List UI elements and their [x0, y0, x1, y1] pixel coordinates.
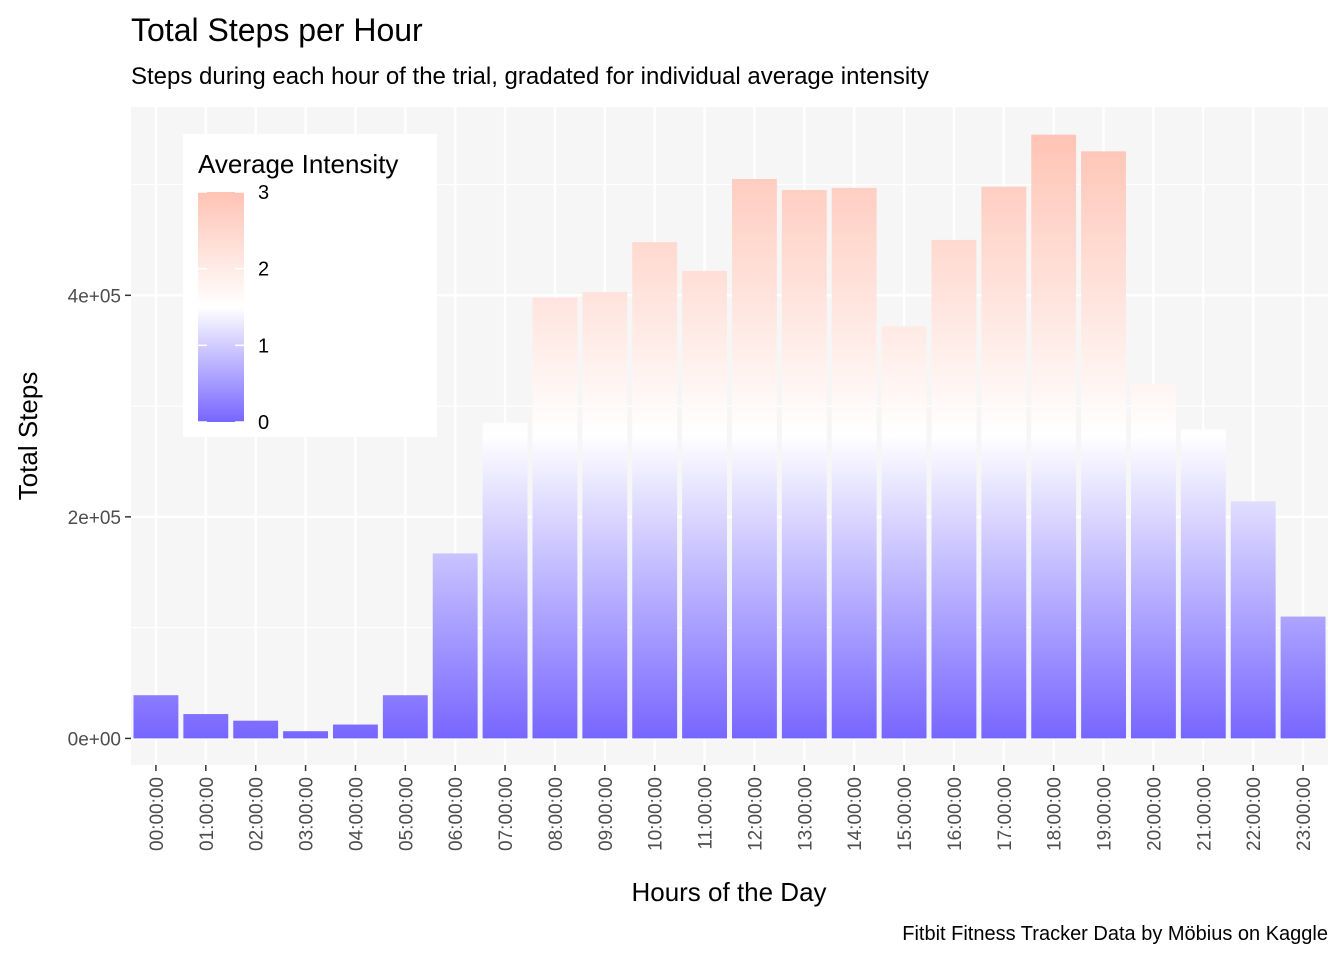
bar-06:00:00 — [432, 553, 478, 739]
bar-18:00:00 — [1031, 134, 1077, 739]
x-tick-label: 17:00:00 — [995, 777, 1016, 851]
x-tick-label: 18:00:00 — [1045, 777, 1066, 851]
legend-tick-label: 2 — [258, 259, 269, 281]
x-axis: 00:00:00 01:00:00 02:00:00 03:00:00 04:00:00… — [147, 765, 1315, 851]
x-tick-label: 15:00:00 — [895, 777, 916, 851]
x-tick-label: 03:00:00 — [297, 777, 318, 851]
legend: Average Intensity 0 1 2 3 — [183, 134, 437, 437]
x-tick-label: 21:00:00 — [1194, 777, 1215, 851]
bars — [133, 134, 1326, 739]
x-tick-label: 02:00:00 — [247, 777, 268, 851]
bar-08:00:00 — [532, 297, 578, 739]
bar-02:00:00 — [233, 720, 279, 739]
bar-22:00:00 — [1230, 501, 1276, 739]
bar-07:00:00 — [482, 422, 528, 739]
bar-21:00:00 — [1180, 429, 1226, 739]
bar-16:00:00 — [931, 239, 977, 739]
x-tick-label: 11:00:00 — [696, 777, 717, 850]
y-axis: 0e+00 2e+05 4e+05 — [68, 286, 131, 750]
y-tick-label: 0e+00 — [68, 729, 121, 750]
x-tick-label: 05:00:00 — [396, 777, 417, 851]
x-tick-label: 04:00:00 — [346, 777, 367, 851]
bar-05:00:00 — [382, 695, 428, 739]
bar-00:00:00 — [133, 695, 179, 739]
legend-tick-label: 3 — [258, 182, 269, 204]
x-tick-label: 01:00:00 — [197, 777, 218, 851]
x-tick-label: 12:00:00 — [745, 777, 766, 851]
bar-19:00:00 — [1081, 151, 1127, 739]
bar-01:00:00 — [183, 714, 229, 739]
x-tick-label: 10:00:00 — [646, 777, 667, 851]
y-axis-title: Total Steps — [13, 372, 43, 501]
x-axis-title: Hours of the Day — [631, 877, 826, 907]
bar-12:00:00 — [731, 179, 777, 739]
x-tick-label: 09:00:00 — [596, 777, 617, 851]
bar-09:00:00 — [582, 291, 628, 739]
x-tick-label: 13:00:00 — [795, 777, 816, 851]
bar-15:00:00 — [881, 326, 927, 739]
x-tick-label: 20:00:00 — [1144, 777, 1165, 851]
x-tick-label: 06:00:00 — [446, 777, 467, 851]
bar-13:00:00 — [781, 190, 827, 739]
x-tick-label: 14:00:00 — [845, 777, 866, 851]
x-tick-label: 16:00:00 — [945, 777, 966, 851]
legend-title: Average Intensity — [198, 149, 398, 179]
y-tick-label: 4e+05 — [68, 286, 121, 307]
x-tick-label: 19:00:00 — [1095, 777, 1116, 851]
bar-17:00:00 — [981, 186, 1027, 739]
x-tick-label: 23:00:00 — [1294, 777, 1315, 851]
chart-title: Total Steps per Hour — [131, 12, 423, 48]
bar-14:00:00 — [831, 187, 877, 739]
bar-23:00:00 — [1280, 616, 1326, 739]
bar-03:00:00 — [283, 731, 329, 739]
x-tick-label: 07:00:00 — [496, 777, 517, 851]
bar-10:00:00 — [632, 242, 678, 739]
legend-ticks: 0 1 2 3 — [198, 182, 269, 434]
bar-04:00:00 — [332, 724, 378, 739]
bar-20:00:00 — [1130, 383, 1176, 739]
legend-tick-label: 1 — [258, 335, 269, 357]
x-tick-label: 22:00:00 — [1244, 777, 1265, 851]
chart-subtitle: Steps during each hour of the trial, gra… — [131, 63, 929, 90]
x-tick-label: 00:00:00 — [147, 777, 168, 851]
y-tick-label: 2e+05 — [68, 508, 121, 529]
bar-11:00:00 — [682, 270, 728, 739]
legend-tick-label: 0 — [258, 412, 269, 434]
chart-caption: Fitbit Fitness Tracker Data by Möbius on… — [902, 923, 1328, 945]
legend-colorbar — [198, 192, 244, 422]
x-tick-label: 08:00:00 — [546, 777, 567, 851]
